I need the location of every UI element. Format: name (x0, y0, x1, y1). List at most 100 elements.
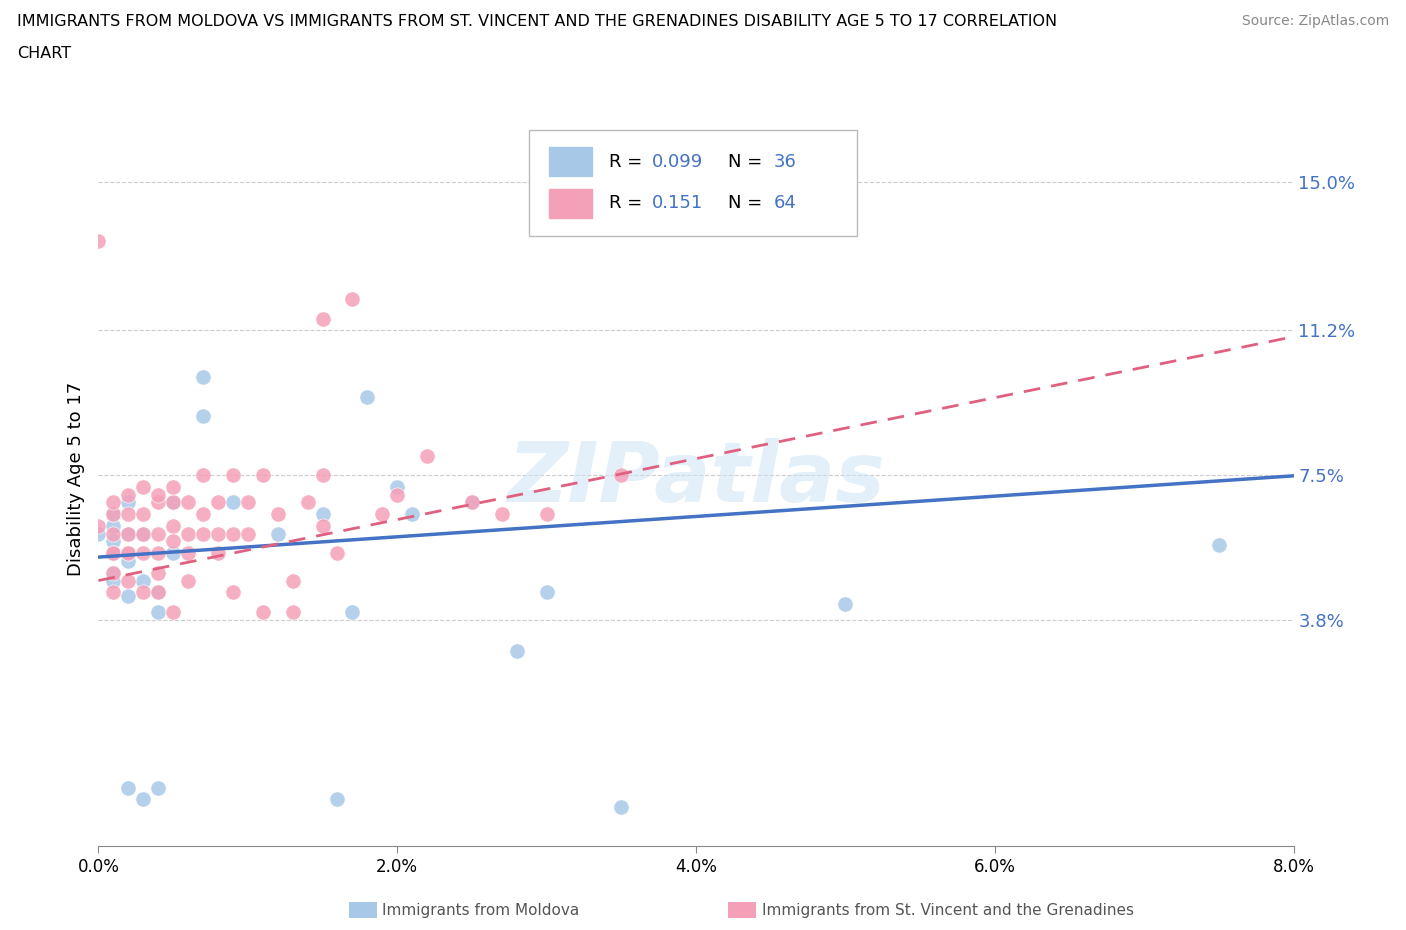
Point (87, 518, 110, 533)
Text: R =: R = (609, 153, 648, 170)
Point (281, 604, 304, 619)
Text: N =: N = (728, 153, 768, 170)
Point (267, 526, 290, 541)
Point (191, 468, 214, 483)
Point (117, 546, 139, 561)
Text: ZIPatlas: ZIPatlas (508, 438, 884, 520)
Point (148, 565, 170, 580)
Point (162, 518, 184, 533)
Point (162, 495, 184, 510)
Point (610, 468, 633, 483)
Point (132, 546, 155, 561)
Point (148, 585, 170, 600)
Point (461, 495, 484, 510)
Point (103, 507, 125, 522)
Y-axis label: Disability Age 5 to 17: Disability Age 5 to 17 (66, 382, 84, 576)
Point (267, 507, 290, 522)
Point (117, 546, 139, 561)
Text: 0.151: 0.151 (652, 194, 703, 212)
Point (342, 292, 364, 307)
Point (162, 546, 184, 561)
Point (148, 526, 170, 541)
Point (103, 573, 125, 588)
Point (103, 495, 125, 510)
Point (222, 495, 245, 510)
Point (207, 546, 229, 561)
Point (236, 526, 259, 541)
Bar (548, 189, 592, 219)
FancyBboxPatch shape (529, 130, 858, 236)
Point (103, 546, 125, 561)
Point (103, 546, 125, 561)
Point (311, 518, 333, 533)
Point (491, 507, 513, 522)
Point (103, 565, 125, 580)
Point (610, 800, 633, 815)
Point (117, 495, 139, 510)
Text: Immigrants from Moldova: Immigrants from Moldova (382, 903, 579, 918)
Point (1208, 538, 1230, 552)
Text: CHART: CHART (17, 46, 70, 61)
Point (117, 487, 139, 502)
Text: 64: 64 (773, 194, 797, 212)
Point (385, 487, 409, 502)
Text: N =: N = (728, 194, 768, 212)
Point (207, 495, 229, 510)
Point (311, 468, 333, 483)
Point (103, 526, 125, 541)
Point (117, 526, 139, 541)
Point (222, 468, 245, 483)
Point (834, 596, 856, 611)
Text: IMMIGRANTS FROM MOLDOVA VS IMMIGRANTS FROM ST. VINCENT AND THE GRENADINES DISABI: IMMIGRANTS FROM MOLDOVA VS IMMIGRANTS FR… (17, 14, 1057, 29)
Point (371, 507, 394, 522)
Point (148, 546, 170, 561)
Text: Source: ZipAtlas.com: Source: ZipAtlas.com (1241, 14, 1389, 28)
Point (311, 312, 333, 326)
Point (117, 589, 139, 604)
Point (148, 585, 170, 600)
Point (326, 792, 349, 807)
Point (207, 526, 229, 541)
Point (148, 604, 170, 619)
Point (177, 546, 200, 561)
Point (326, 546, 349, 561)
Point (117, 553, 139, 568)
Text: Immigrants from St. Vincent and the Grenadines: Immigrants from St. Vincent and the Gren… (762, 903, 1135, 918)
Point (356, 390, 378, 405)
Point (162, 479, 184, 494)
Point (132, 507, 155, 522)
Point (132, 573, 155, 588)
Point (87, 233, 110, 248)
Point (536, 507, 558, 522)
Point (385, 479, 409, 494)
Point (148, 495, 170, 510)
Bar (548, 147, 592, 177)
Point (103, 565, 125, 580)
Point (281, 573, 304, 588)
Point (132, 479, 155, 494)
Point (506, 644, 529, 658)
Point (222, 526, 245, 541)
Point (191, 507, 214, 522)
Point (117, 573, 139, 588)
Point (148, 780, 170, 795)
Point (191, 526, 214, 541)
Point (311, 507, 333, 522)
Point (103, 585, 125, 600)
Point (252, 468, 274, 483)
Point (132, 585, 155, 600)
Point (117, 780, 139, 795)
Point (132, 526, 155, 541)
Text: 0.099: 0.099 (652, 153, 703, 170)
Point (162, 495, 184, 510)
Point (191, 370, 214, 385)
Point (297, 495, 319, 510)
Point (191, 409, 214, 424)
Point (236, 495, 259, 510)
Point (162, 604, 184, 619)
Point (252, 604, 274, 619)
Point (103, 518, 125, 533)
Point (222, 585, 245, 600)
Point (177, 573, 200, 588)
Point (148, 487, 170, 502)
